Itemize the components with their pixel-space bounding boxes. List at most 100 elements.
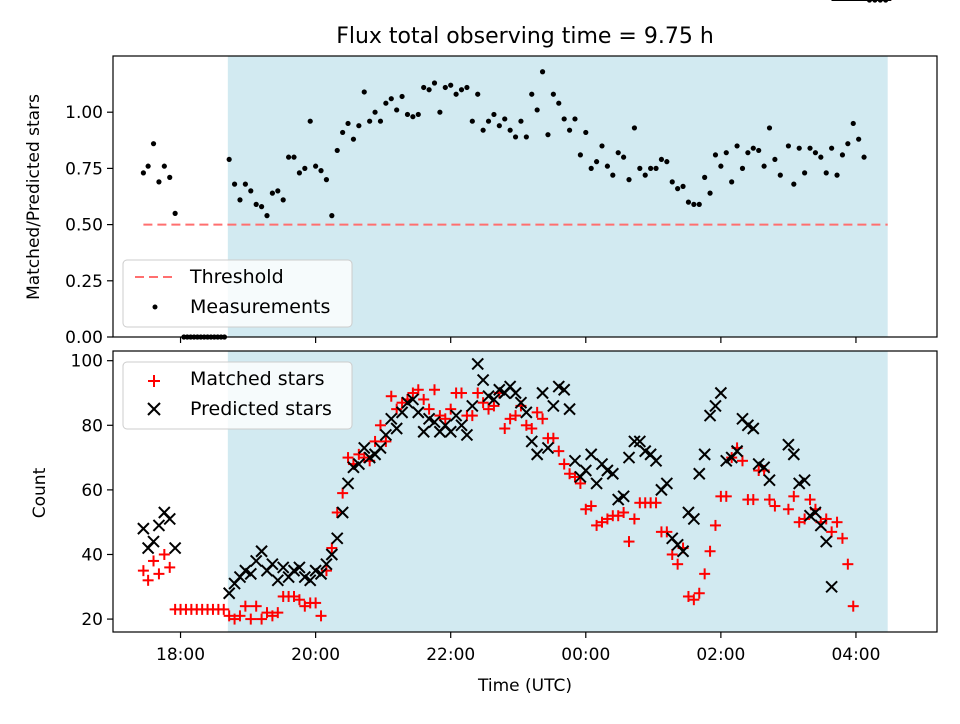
matched-star-point [148, 555, 160, 567]
predicted-star-point [541, 441, 555, 455]
measurement-point [442, 84, 448, 91]
measurements-legend-label: Measurements [190, 296, 330, 318]
predicted-star-point [374, 441, 387, 455]
matched-star-point [537, 413, 549, 425]
matched-star-point [245, 613, 257, 625]
measurement-point [691, 201, 697, 207]
matched-star-point [585, 500, 597, 512]
predicted-star-point [325, 548, 339, 561]
y-tick-label: 1.00 [65, 103, 103, 123]
predicted-star-point [676, 545, 690, 558]
matched-star-point [720, 490, 732, 502]
measurement-point [291, 154, 297, 160]
measurement-point [248, 188, 254, 194]
matched-star-point [736, 455, 748, 467]
measurement-point [802, 170, 808, 176]
threshold-legend-label: Threshold [189, 266, 284, 288]
measurement-point [496, 123, 502, 129]
predicted-star-point [276, 561, 290, 574]
measurement-point [702, 174, 708, 180]
measurement-point [829, 145, 835, 151]
measurement-point [329, 213, 335, 219]
x-tick-label: 04:00 [831, 645, 880, 665]
predicted-star-point [455, 419, 468, 432]
matched-star-point [847, 600, 859, 612]
measurement-point [275, 188, 281, 194]
matched-star-point [342, 452, 354, 464]
predicted-star-point [763, 473, 776, 487]
predicted-star-point [514, 396, 528, 409]
measurement-point [231, 181, 238, 187]
measurement-point [172, 210, 178, 216]
measurement-point [856, 136, 862, 142]
matched-star-point [477, 397, 489, 409]
y-tick-label: 60 [81, 481, 103, 501]
matched-star-point [842, 558, 854, 570]
matched-star-point [472, 387, 484, 399]
predicted-star-point [385, 412, 398, 426]
measurement-point [377, 118, 384, 124]
y-tick-label: 0.75 [65, 159, 103, 179]
predicted-star-point [536, 386, 549, 400]
measurement-point [523, 134, 529, 140]
measurement-point [437, 109, 443, 115]
measurement-point [367, 118, 373, 124]
measurement-point [631, 125, 638, 131]
measurement-point [269, 190, 275, 196]
counts-y-axis: 20 40 60 80 100 [71, 352, 113, 630]
predicted-stars-legend-label: Predicted stars [190, 398, 332, 420]
measurement-point [839, 152, 846, 158]
predicted-star-point [417, 425, 430, 438]
matched-star-point [526, 423, 538, 435]
matched-star-point [704, 545, 716, 557]
measurement-point [372, 109, 378, 115]
matched-star-point [820, 513, 832, 525]
measurement-point [621, 154, 627, 160]
matched-star-point [320, 565, 332, 577]
predicted-star-point [331, 532, 344, 545]
matched-star-point [374, 419, 386, 431]
measurement-point [745, 150, 751, 156]
matched-star-point [709, 519, 721, 531]
measurement-point [502, 116, 508, 122]
predicted-star-point [460, 428, 474, 442]
measurement-point [302, 165, 308, 171]
predicted-star-point [520, 406, 533, 419]
matched-star-point [439, 413, 451, 425]
measurement-point [604, 163, 611, 169]
measurement-point [453, 91, 459, 97]
matched-star-point [380, 435, 392, 447]
counts-panel-frame [112, 350, 938, 633]
measurement-point [388, 96, 394, 102]
predicted-star-point [698, 448, 711, 461]
predicted-star-point [820, 535, 833, 548]
matched-star-point [456, 387, 468, 399]
predicted-star-point [152, 519, 166, 532]
predicted-star-point [412, 406, 425, 419]
predicted-star-point [787, 448, 801, 461]
predicted-star-point [244, 567, 257, 581]
predicted-star-point [163, 512, 176, 526]
predicted-star-point [271, 574, 285, 587]
matched-star-point [574, 477, 586, 489]
measurement-point [739, 165, 746, 171]
measurement-point [818, 154, 824, 160]
matched-star-point [623, 536, 635, 548]
predicted-star-point [395, 406, 409, 419]
matched-star-point [256, 613, 268, 625]
measurement-point [599, 143, 605, 149]
measurement-point [845, 141, 851, 147]
predicted-star-point [341, 477, 355, 490]
predicted-star-point [579, 464, 592, 477]
y-tick-label: 0.25 [65, 272, 103, 292]
predicted-star-point [714, 386, 728, 400]
figure-title: Flux total observing time = 9.75 h [336, 24, 714, 49]
x-tick-label: 00:00 [561, 645, 610, 665]
measurement-point [350, 136, 357, 142]
predicted-star-point [320, 557, 333, 571]
predicted-star-point [798, 473, 811, 487]
measurement-point [145, 163, 151, 169]
measurement-point [507, 127, 513, 133]
predicted-star-point [747, 422, 760, 435]
